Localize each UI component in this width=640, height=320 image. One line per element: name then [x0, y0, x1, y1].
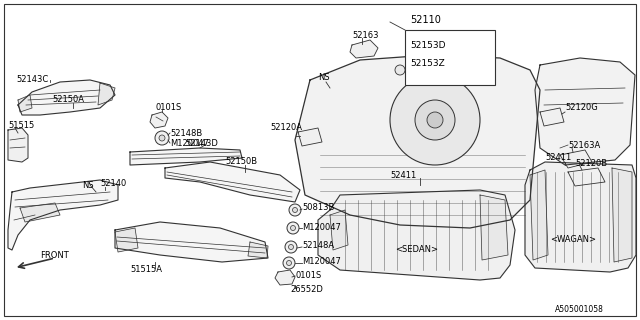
Text: 52148A: 52148A: [302, 241, 334, 250]
Polygon shape: [248, 242, 268, 258]
Text: 52153D: 52153D: [410, 41, 445, 50]
Polygon shape: [350, 40, 378, 58]
Text: 52411: 52411: [545, 154, 572, 163]
Polygon shape: [568, 168, 605, 186]
Text: M120047: M120047: [170, 139, 209, 148]
Polygon shape: [530, 170, 548, 260]
Text: NS: NS: [82, 180, 93, 189]
Text: 52143C: 52143C: [16, 75, 48, 84]
Polygon shape: [130, 148, 242, 165]
Polygon shape: [275, 270, 295, 285]
Circle shape: [291, 226, 296, 230]
Text: 26552D: 26552D: [290, 285, 323, 294]
Text: 50813B: 50813B: [302, 203, 334, 212]
Polygon shape: [295, 55, 540, 228]
Circle shape: [292, 207, 298, 212]
Circle shape: [289, 244, 294, 250]
Text: 52120B: 52120B: [575, 159, 607, 169]
Circle shape: [283, 257, 295, 269]
Polygon shape: [8, 180, 118, 250]
Polygon shape: [20, 203, 60, 222]
Bar: [405, 30, 495, 85]
Text: 52163A: 52163A: [568, 140, 600, 149]
Text: 52150B: 52150B: [225, 157, 257, 166]
Polygon shape: [150, 112, 168, 128]
Polygon shape: [318, 190, 515, 280]
Polygon shape: [330, 210, 348, 250]
Circle shape: [287, 222, 299, 234]
Circle shape: [287, 260, 291, 266]
Circle shape: [285, 241, 297, 253]
Polygon shape: [8, 128, 28, 162]
Polygon shape: [165, 162, 300, 202]
Text: FRONT: FRONT: [40, 251, 68, 260]
Text: 52120G: 52120G: [565, 103, 598, 113]
Text: 51515: 51515: [8, 122, 35, 131]
Polygon shape: [18, 95, 32, 112]
Polygon shape: [98, 83, 115, 105]
Text: 52148B: 52148B: [170, 129, 202, 138]
Text: 52411: 52411: [390, 171, 416, 180]
Text: 51515A: 51515A: [130, 266, 162, 275]
Text: 52110: 52110: [410, 15, 441, 25]
Circle shape: [395, 65, 405, 75]
Text: A505001058: A505001058: [555, 306, 604, 315]
Text: 52143D: 52143D: [185, 139, 218, 148]
Text: 0101S: 0101S: [155, 103, 181, 113]
Polygon shape: [480, 195, 508, 260]
Text: <WAGAN>: <WAGAN>: [550, 236, 596, 244]
Polygon shape: [18, 80, 115, 115]
Text: 52120A: 52120A: [270, 124, 302, 132]
Text: M120047: M120047: [302, 258, 341, 267]
Circle shape: [390, 75, 480, 165]
Text: 0101S: 0101S: [295, 270, 321, 279]
Circle shape: [415, 100, 455, 140]
Text: 52163: 52163: [352, 30, 378, 39]
Text: 52150A: 52150A: [52, 95, 84, 105]
Text: 52140: 52140: [100, 179, 126, 188]
Circle shape: [289, 204, 301, 216]
Circle shape: [427, 112, 443, 128]
Polygon shape: [612, 168, 632, 262]
Polygon shape: [560, 150, 592, 168]
Polygon shape: [535, 58, 635, 165]
Circle shape: [155, 131, 169, 145]
Text: 52153Z: 52153Z: [410, 59, 445, 68]
Polygon shape: [298, 128, 322, 146]
Polygon shape: [525, 162, 636, 272]
Polygon shape: [115, 228, 138, 252]
Polygon shape: [115, 222, 268, 262]
Text: <SEDAN>: <SEDAN>: [395, 245, 438, 254]
Polygon shape: [540, 108, 564, 126]
Text: NS: NS: [318, 73, 330, 82]
Circle shape: [159, 135, 165, 141]
Text: M120047: M120047: [302, 223, 341, 233]
